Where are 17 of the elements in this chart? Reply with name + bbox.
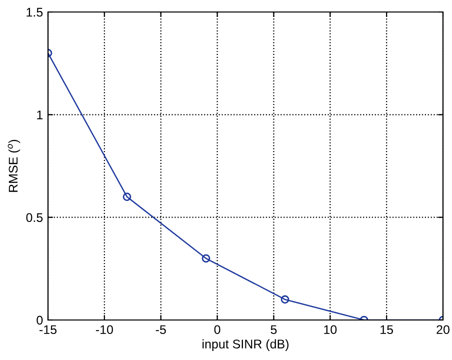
x-tick-label: 15 bbox=[380, 325, 393, 334]
point bbox=[122, 192, 132, 201]
x-tick-label: -5 bbox=[156, 325, 166, 334]
y-tick-label: 0.5 bbox=[26, 213, 43, 222]
x-tick-label: -10 bbox=[96, 325, 113, 334]
point bbox=[280, 295, 290, 304]
x-tick-label: 10 bbox=[324, 325, 337, 334]
y-tick-label: 1.5 bbox=[26, 8, 43, 17]
y-tick-label: 0 bbox=[36, 316, 43, 325]
point bbox=[202, 254, 210, 263]
x-tick-label: 5 bbox=[270, 325, 277, 334]
x-axis-title: input SINR (dB) bbox=[202, 339, 288, 351]
x-tick-label: 0 bbox=[214, 325, 220, 334]
x-tick-label: 20 bbox=[436, 325, 450, 334]
y-tick-label: 1 bbox=[37, 110, 43, 120]
y-axis-title: RMSE ($^{o}$) bbox=[8, 140, 20, 192]
x-tick-label: -15 bbox=[40, 325, 57, 334]
